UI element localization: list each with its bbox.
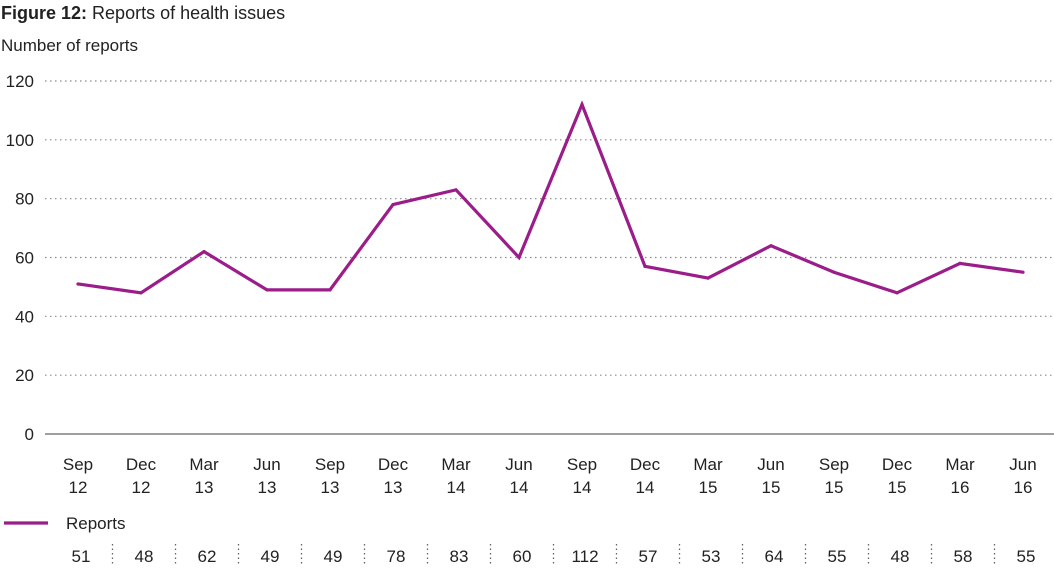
data-point (265, 288, 269, 292)
data-value-label: 48 (135, 547, 154, 566)
series-lines (76, 100, 1025, 295)
data-value-label: 60 (513, 547, 532, 566)
y-tick-label: 60 (15, 249, 34, 268)
y-tick-labels: 0 20 40 60 80 100 120 (6, 72, 34, 444)
x-tick-label: Dec 15 (882, 455, 913, 497)
x-tick-label: Dec 14 (630, 455, 661, 497)
legend: Reports (4, 514, 126, 533)
data-point (958, 261, 962, 265)
y-tick-label: 20 (15, 366, 34, 385)
x-tick-label: Sep 14 (567, 455, 597, 497)
series-line-reports (77, 100, 1024, 295)
data-value-label: 51 (72, 547, 91, 566)
grid-lines (45, 80, 1054, 435)
legend-label: Reports (66, 514, 126, 533)
chart-title-prefix: Figure 12: (1, 3, 88, 23)
x-tick-label: Mar 15 (693, 455, 723, 497)
data-value-label: 48 (891, 547, 910, 566)
x-tick-label: Sep 12 (63, 455, 93, 497)
x-tick-label: Jun 14 (505, 455, 532, 497)
x-tick-label: Sep 13 (315, 455, 345, 497)
x-tick-labels: Sep 12 Dec 12 Mar 13 Jun 13 Sep 13 Dec 13 Mar 14 Jun 14… (63, 455, 1037, 497)
x-tick-label: Mar 13 (189, 455, 219, 497)
y-tick-label: 100 (6, 131, 34, 150)
y-tick-label: 120 (6, 72, 34, 91)
data-value-label: 58 (954, 547, 973, 566)
data-value-label: 83 (450, 547, 469, 566)
data-value-label: 53 (702, 547, 721, 566)
data-value-label: 55 (828, 547, 847, 566)
data-point (706, 276, 710, 280)
chart-title-text: Reports of health issues (92, 3, 286, 23)
data-value-label: 49 (261, 547, 280, 566)
x-tick-label: Sep 15 (819, 455, 849, 497)
y-tick-label: 40 (15, 307, 34, 326)
data-point (328, 288, 332, 292)
data-value-label: 57 (639, 547, 658, 566)
x-tick-label: Dec 13 (378, 455, 409, 497)
data-point (202, 250, 206, 254)
data-value-label: 49 (324, 547, 343, 566)
x-tick-label: Jun 16 (1009, 455, 1036, 497)
data-point (76, 282, 80, 286)
data-point (1021, 270, 1025, 274)
y-tick-label: 0 (25, 425, 34, 444)
data-point (139, 291, 143, 295)
data-point (580, 102, 584, 107)
data-point (895, 291, 899, 295)
data-point (769, 244, 773, 248)
x-tick-label: Dec 12 (126, 455, 157, 497)
x-tick-label: Mar 16 (945, 455, 975, 497)
data-value-label: 78 (387, 547, 406, 566)
data-point (643, 264, 647, 268)
x-tick-label: Mar 14 (441, 455, 471, 497)
data-value-label: 62 (198, 547, 217, 566)
data-value-label: 112 (571, 547, 598, 566)
data-point (517, 255, 521, 260)
data-point (832, 270, 836, 274)
x-tick-label: Jun 15 (757, 455, 784, 497)
data-value-label: 55 (1017, 547, 1036, 566)
data-point (391, 202, 395, 207)
data-value-label: 64 (765, 547, 784, 566)
y-tick-label: 80 (15, 190, 34, 209)
y-axis-label: Number of reports (1, 36, 138, 55)
chart-title: Figure 12: Reports of health issues (1, 2, 285, 24)
data-value-row: 51 48 62 49 49 78 83 60 112 57 53 64 55 48 58 55 (72, 544, 1036, 566)
x-tick-label: Jun 13 (253, 455, 280, 497)
data-point (454, 188, 458, 192)
